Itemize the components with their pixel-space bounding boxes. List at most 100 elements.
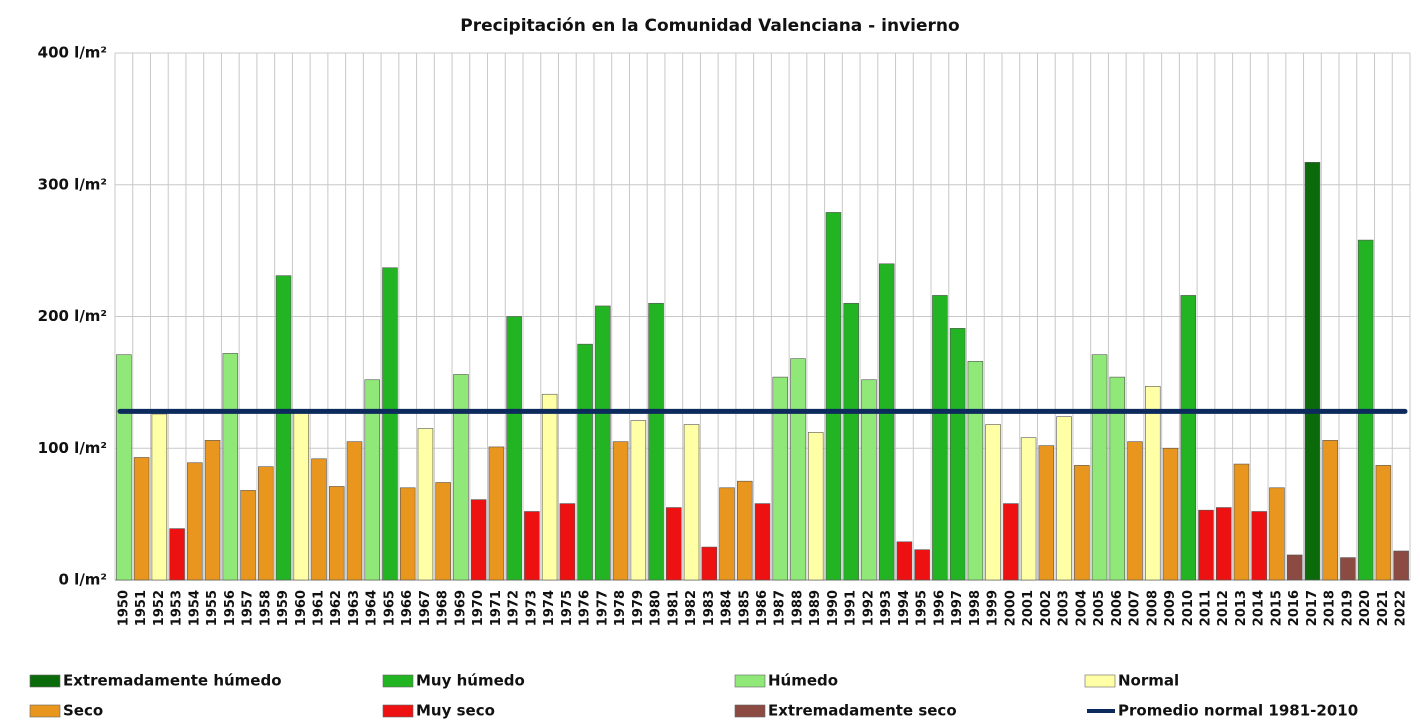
- chart-title: Precipitación en la Comunidad Valenciana…: [460, 16, 959, 36]
- x-tick-label: 1988: [790, 590, 805, 626]
- x-tick-label: 1956: [223, 590, 238, 626]
- x-tick-label: 1985: [737, 590, 752, 626]
- x-tick-label: 1962: [329, 590, 344, 626]
- bar: [843, 303, 859, 581]
- bar: [985, 424, 1001, 581]
- bar: [240, 490, 256, 581]
- bar: [541, 393, 558, 581]
- y-tick-label: 0 l/m²: [59, 571, 107, 589]
- x-tick-label: 2011: [1198, 590, 1213, 626]
- bar: [151, 413, 168, 581]
- bar: [524, 511, 540, 581]
- bar: [772, 376, 788, 581]
- x-tick-label: 1999: [986, 590, 1001, 626]
- bar: [666, 507, 682, 581]
- bar: [1322, 440, 1338, 581]
- bar: [1340, 557, 1356, 581]
- bar: [701, 546, 718, 581]
- legend-swatch: [382, 704, 414, 718]
- x-tick-label: 2002: [1039, 590, 1054, 626]
- x-tick-label: 2020: [1358, 590, 1373, 626]
- x-tick-label: 1981: [666, 590, 681, 626]
- x-tick-label: 1970: [471, 590, 486, 626]
- x-tick-label: 1990: [826, 590, 841, 626]
- x-tick-label: 1954: [187, 590, 202, 626]
- bar: [1109, 376, 1126, 581]
- bar: [311, 458, 327, 581]
- bar: [1375, 465, 1392, 581]
- x-tick-label: 1972: [507, 590, 522, 626]
- x-tick-label: 1997: [950, 590, 965, 626]
- x-tick-label: 1959: [276, 590, 291, 626]
- x-tick-label: 1963: [347, 590, 362, 626]
- x-tick-label: 1968: [436, 590, 451, 626]
- y-tick-label: 400 l/m²: [38, 44, 107, 62]
- bar: [435, 482, 451, 581]
- x-tick-label: 1969: [453, 590, 468, 626]
- legend-label: Extremadamente húmedo: [63, 672, 282, 690]
- bar: [453, 374, 469, 581]
- x-tick-label: 1992: [861, 590, 876, 626]
- x-tick-label: 2021: [1376, 590, 1391, 626]
- bar: [630, 420, 647, 581]
- x-tick-label: 2000: [1003, 590, 1018, 626]
- x-tick-label: 1953: [170, 590, 185, 626]
- x-tick-label: 2006: [1110, 590, 1125, 626]
- bar: [967, 360, 984, 581]
- x-tick-label: 1950: [116, 590, 131, 626]
- bar: [1162, 447, 1179, 581]
- bar: [488, 446, 505, 581]
- bar: [932, 295, 948, 581]
- x-tick-label: 2004: [1074, 590, 1089, 626]
- legend-swatch: [29, 704, 61, 718]
- x-tick-label: 1966: [400, 590, 415, 626]
- x-tick-label: 1994: [897, 590, 912, 626]
- x-tick-label: 1957: [241, 590, 256, 626]
- legend-swatch: [382, 674, 414, 688]
- bar: [595, 305, 611, 581]
- bar: [737, 480, 753, 581]
- x-tick-label: 1991: [844, 590, 859, 626]
- legend-swatch: [1084, 674, 1116, 688]
- x-tick-label: 2013: [1234, 590, 1249, 626]
- x-tick-label: 2015: [1269, 590, 1284, 626]
- bar: [116, 354, 132, 581]
- x-tick-label: 2012: [1216, 590, 1231, 626]
- x-tick-label: 1982: [684, 590, 699, 626]
- x-tick-label: 1993: [879, 590, 894, 626]
- bar: [346, 441, 363, 581]
- x-tick-label: 1978: [613, 590, 628, 626]
- x-tick-label: 1983: [702, 590, 717, 626]
- bar: [825, 212, 842, 581]
- bar: [683, 424, 700, 581]
- bar: [1233, 463, 1250, 581]
- x-tick-label: 1980: [649, 590, 664, 626]
- bar: [1038, 445, 1055, 581]
- bar: [133, 457, 150, 581]
- x-tick-label: 1952: [152, 590, 167, 626]
- bar: [914, 549, 930, 581]
- x-tick-label: 2009: [1163, 590, 1178, 626]
- x-tick-label: 1977: [595, 590, 610, 626]
- y-tick-label: 200 l/m²: [38, 307, 107, 325]
- bar: [275, 275, 292, 581]
- y-tick-label: 100 l/m²: [38, 439, 107, 457]
- bar: [169, 528, 185, 581]
- x-tick-label: 1958: [258, 590, 273, 626]
- x-tick-label: 1967: [418, 590, 433, 626]
- x-tick-label: 2001: [1021, 590, 1036, 626]
- bar: [1074, 465, 1090, 581]
- x-tick-label: 2022: [1394, 590, 1409, 626]
- x-tick-label: 2007: [1128, 590, 1143, 626]
- x-tick-label: 2016: [1287, 590, 1302, 626]
- bar: [204, 440, 221, 581]
- legend-swatch: [734, 674, 766, 688]
- bar: [577, 343, 593, 581]
- bar: [1091, 354, 1108, 581]
- bar: [1145, 386, 1161, 581]
- x-tick-label: 2019: [1340, 590, 1355, 626]
- bar: [258, 466, 274, 581]
- x-tick-label: 1961: [312, 590, 327, 626]
- bar: [878, 263, 895, 581]
